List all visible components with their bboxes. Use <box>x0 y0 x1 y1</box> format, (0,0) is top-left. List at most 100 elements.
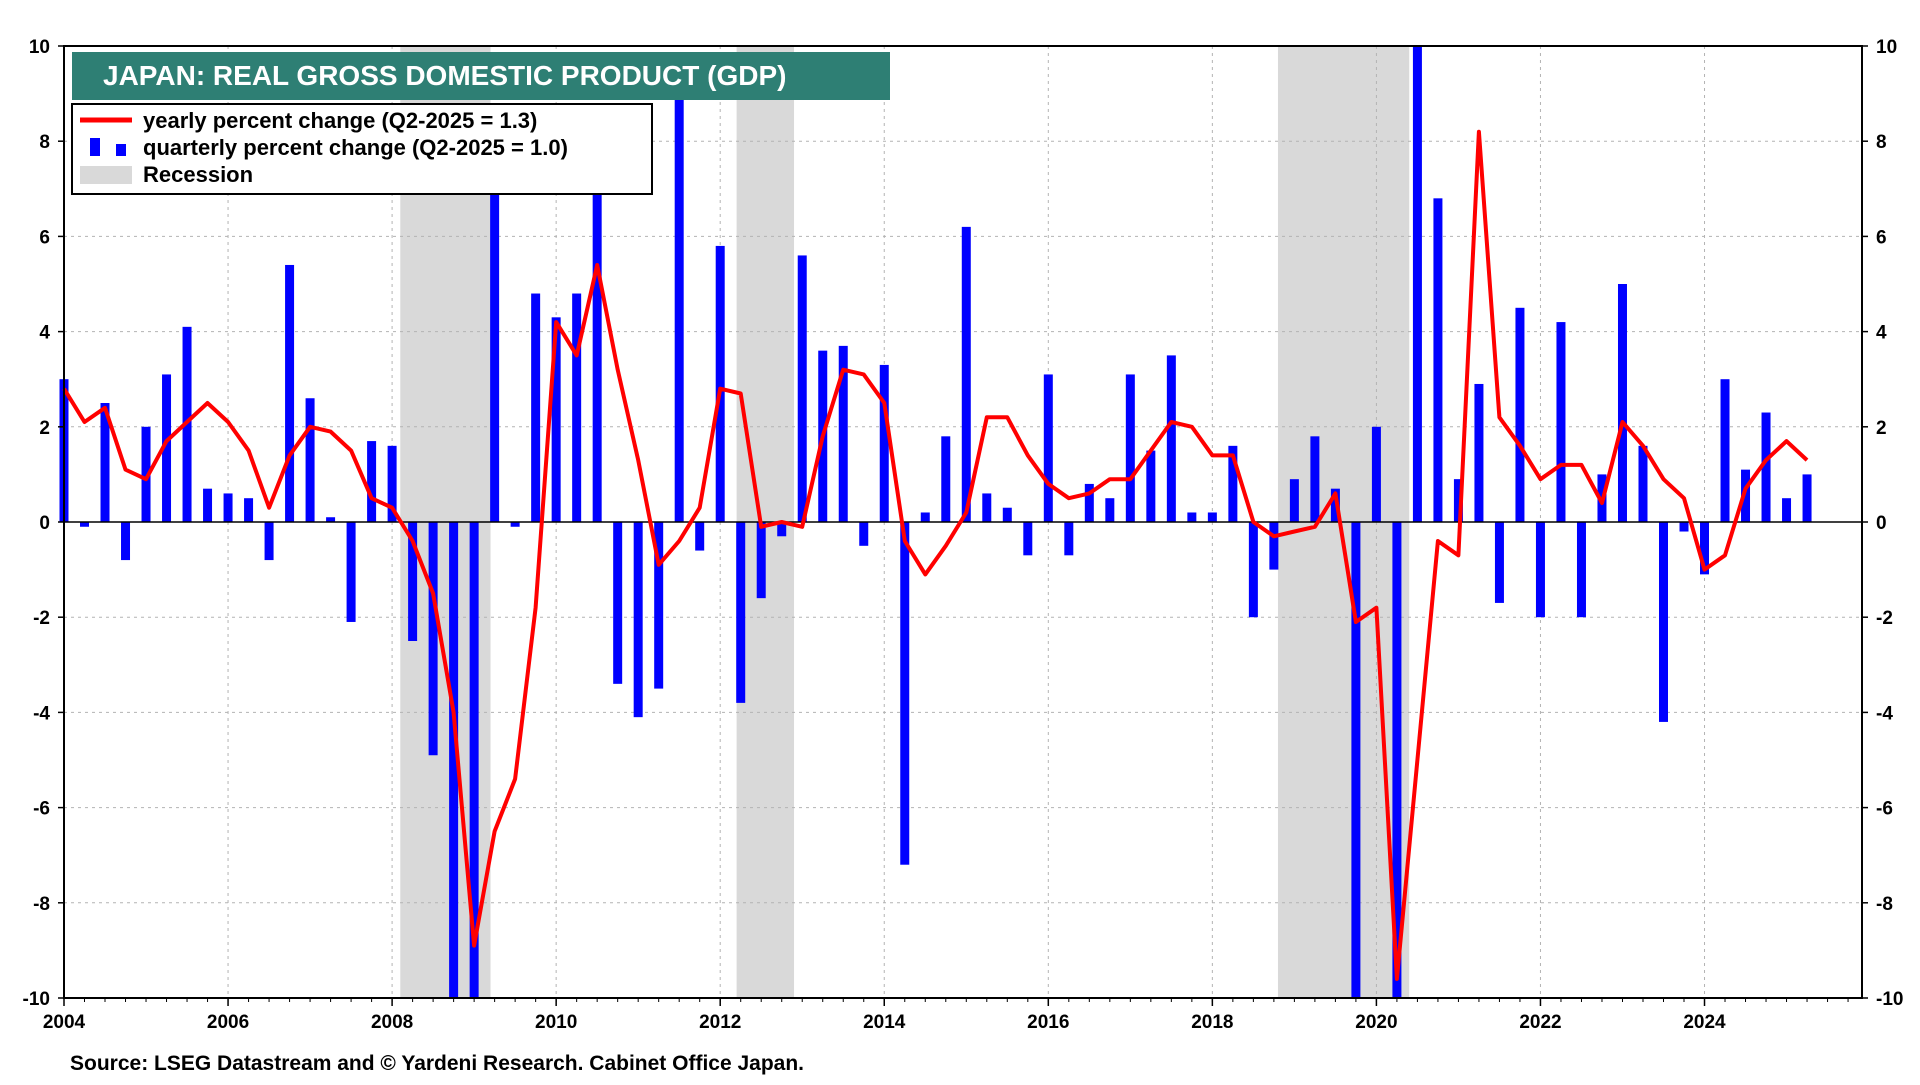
quarterly-bar-4 <box>141 426 151 522</box>
quarterly-bar-59 <box>1269 522 1279 570</box>
quarterly-bar-65 <box>1392 522 1402 998</box>
quarterly-bar-45 <box>982 493 992 522</box>
quarterly-bar-76 <box>1617 284 1627 522</box>
legend: yearly percent change (Q2-2025 = 1.3) qu… <box>71 103 653 195</box>
y-tick-label-left-3: 4 <box>39 323 50 344</box>
quarterly-bar-2 <box>100 403 110 522</box>
quarterly-bar-67 <box>1433 198 1443 522</box>
x-tick-label-6: 2016 <box>1027 1012 1069 1033</box>
quarterly-bar-20 <box>469 522 479 998</box>
quarterly-bar-63 <box>1351 522 1361 998</box>
quarterly-bars-layer <box>59 46 1812 998</box>
y-tick-label-right-10: -10 <box>1876 989 1903 1010</box>
y-tick-label-left-8: -6 <box>33 799 50 820</box>
y-tick-label-left-4: 2 <box>39 418 50 439</box>
quarterly-bar-40 <box>879 364 889 522</box>
quarterly-bar-30 <box>674 93 684 522</box>
quarterly-bar-82 <box>1741 469 1751 522</box>
y-tick-label-left-10: -10 <box>23 989 50 1010</box>
quarterly-bar-39 <box>859 522 869 546</box>
y-tick-label-right-3: 4 <box>1876 323 1887 344</box>
y-tick-label-right-1: 8 <box>1876 132 1887 153</box>
quarterly-bar-55 <box>1187 512 1197 522</box>
x-tick-label-2: 2008 <box>371 1012 413 1033</box>
y-tick-label-right-8: -6 <box>1876 799 1893 820</box>
quarterly-bar-54 <box>1166 355 1176 522</box>
quarterly-bar-66 <box>1412 46 1422 522</box>
legend-yearly-label: yearly percent change (Q2-2025 = 1.3) <box>143 108 537 133</box>
legend-quarterly-swatch-b <box>116 144 126 156</box>
x-tick-label-1: 2006 <box>207 1012 249 1033</box>
title-background <box>72 52 890 100</box>
quarterly-bar-73 <box>1556 322 1566 522</box>
quarterly-bar-46 <box>1002 507 1012 522</box>
yearly-change-line <box>62 129 1809 981</box>
quarterly-bar-3 <box>121 522 131 561</box>
quarterly-bar-43 <box>941 436 951 522</box>
quarterly-bar-35 <box>777 522 787 537</box>
quarterly-bar-70 <box>1494 522 1504 603</box>
quarterly-bar-56 <box>1207 512 1217 522</box>
legend-recession-label: Recession <box>143 162 253 187</box>
quarterly-bar-10 <box>264 522 274 561</box>
quarterly-bar-47 <box>1023 522 1033 556</box>
quarterly-bar-9 <box>244 498 254 522</box>
quarterly-bar-31 <box>695 522 705 551</box>
quarterly-bar-44 <box>961 226 971 522</box>
x-tick-label-3: 2010 <box>535 1012 577 1033</box>
quarterly-bar-57 <box>1228 445 1238 522</box>
quarterly-bar-16 <box>387 445 397 522</box>
quarterly-bar-72 <box>1535 522 1545 618</box>
y-tick-label-left-2: 6 <box>39 227 50 248</box>
quarterly-bar-17 <box>408 522 418 641</box>
quarterly-bar-84 <box>1782 498 1792 522</box>
quarterly-bar-19 <box>449 522 459 998</box>
quarterly-bar-32 <box>715 245 725 523</box>
quarterly-bar-77 <box>1638 445 1648 522</box>
quarterly-bar-81 <box>1720 379 1730 522</box>
y-tick-label-left-7: -4 <box>33 703 50 724</box>
y-tick-label-left-6: -2 <box>33 608 50 629</box>
quarterly-bar-83 <box>1761 412 1771 522</box>
quarterly-bar-34 <box>756 522 766 599</box>
quarterly-bar-25 <box>572 293 582 522</box>
quarterly-bar-50 <box>1084 483 1094 522</box>
quarterly-bar-14 <box>346 522 356 622</box>
x-tick-label-8: 2020 <box>1355 1012 1397 1033</box>
quarterly-bar-51 <box>1105 498 1115 522</box>
tick-layer: 10 108 86 64 42 20 0-2 -2-4 -4-6 -6-8 -8-10 -102004… <box>23 37 1904 1033</box>
y-tick-label-left-9: -8 <box>33 894 50 915</box>
quarterly-bar-68 <box>1453 479 1463 522</box>
quarterly-bar-58 <box>1248 522 1258 618</box>
x-tick-label-5: 2014 <box>863 1012 906 1033</box>
quarterly-bar-13 <box>326 517 336 522</box>
legend-quarterly-label: quarterly percent change (Q2-2025 = 1.0) <box>143 135 568 160</box>
quarterly-bar-85 <box>1802 474 1812 522</box>
quarterly-bar-21 <box>490 193 500 522</box>
quarterly-bar-5 <box>162 374 172 522</box>
y-tick-label-right-7: -4 <box>1876 703 1893 724</box>
quarterly-bar-79 <box>1679 522 1689 532</box>
quarterly-bar-1 <box>80 522 90 527</box>
quarterly-bar-53 <box>1146 450 1156 522</box>
quarterly-bar-8 <box>223 493 233 522</box>
y-tick-label-right-6: -2 <box>1876 608 1893 629</box>
legend-quarterly-swatch-a <box>90 138 100 156</box>
x-tick-label-9: 2022 <box>1519 1012 1561 1033</box>
quarterly-bar-15 <box>367 441 377 522</box>
quarterly-bar-26 <box>592 193 602 522</box>
quarterly-bar-69 <box>1474 383 1484 522</box>
y-tick-label-right-4: 2 <box>1876 418 1887 439</box>
quarterly-bar-33 <box>736 522 746 703</box>
chart-title: JAPAN: REAL GROSS DOMESTIC PRODUCT (GDP) <box>103 60 786 91</box>
y-tick-label-right-2: 6 <box>1876 227 1887 248</box>
quarterly-bar-60 <box>1289 479 1299 522</box>
quarterly-bar-24 <box>551 317 561 522</box>
quarterly-bar-7 <box>203 488 213 522</box>
quarterly-bar-38 <box>838 345 848 522</box>
quarterly-bar-28 <box>633 522 643 718</box>
y-tick-label-right-9: -8 <box>1876 894 1893 915</box>
y-tick-label-right-5: 0 <box>1876 513 1887 534</box>
